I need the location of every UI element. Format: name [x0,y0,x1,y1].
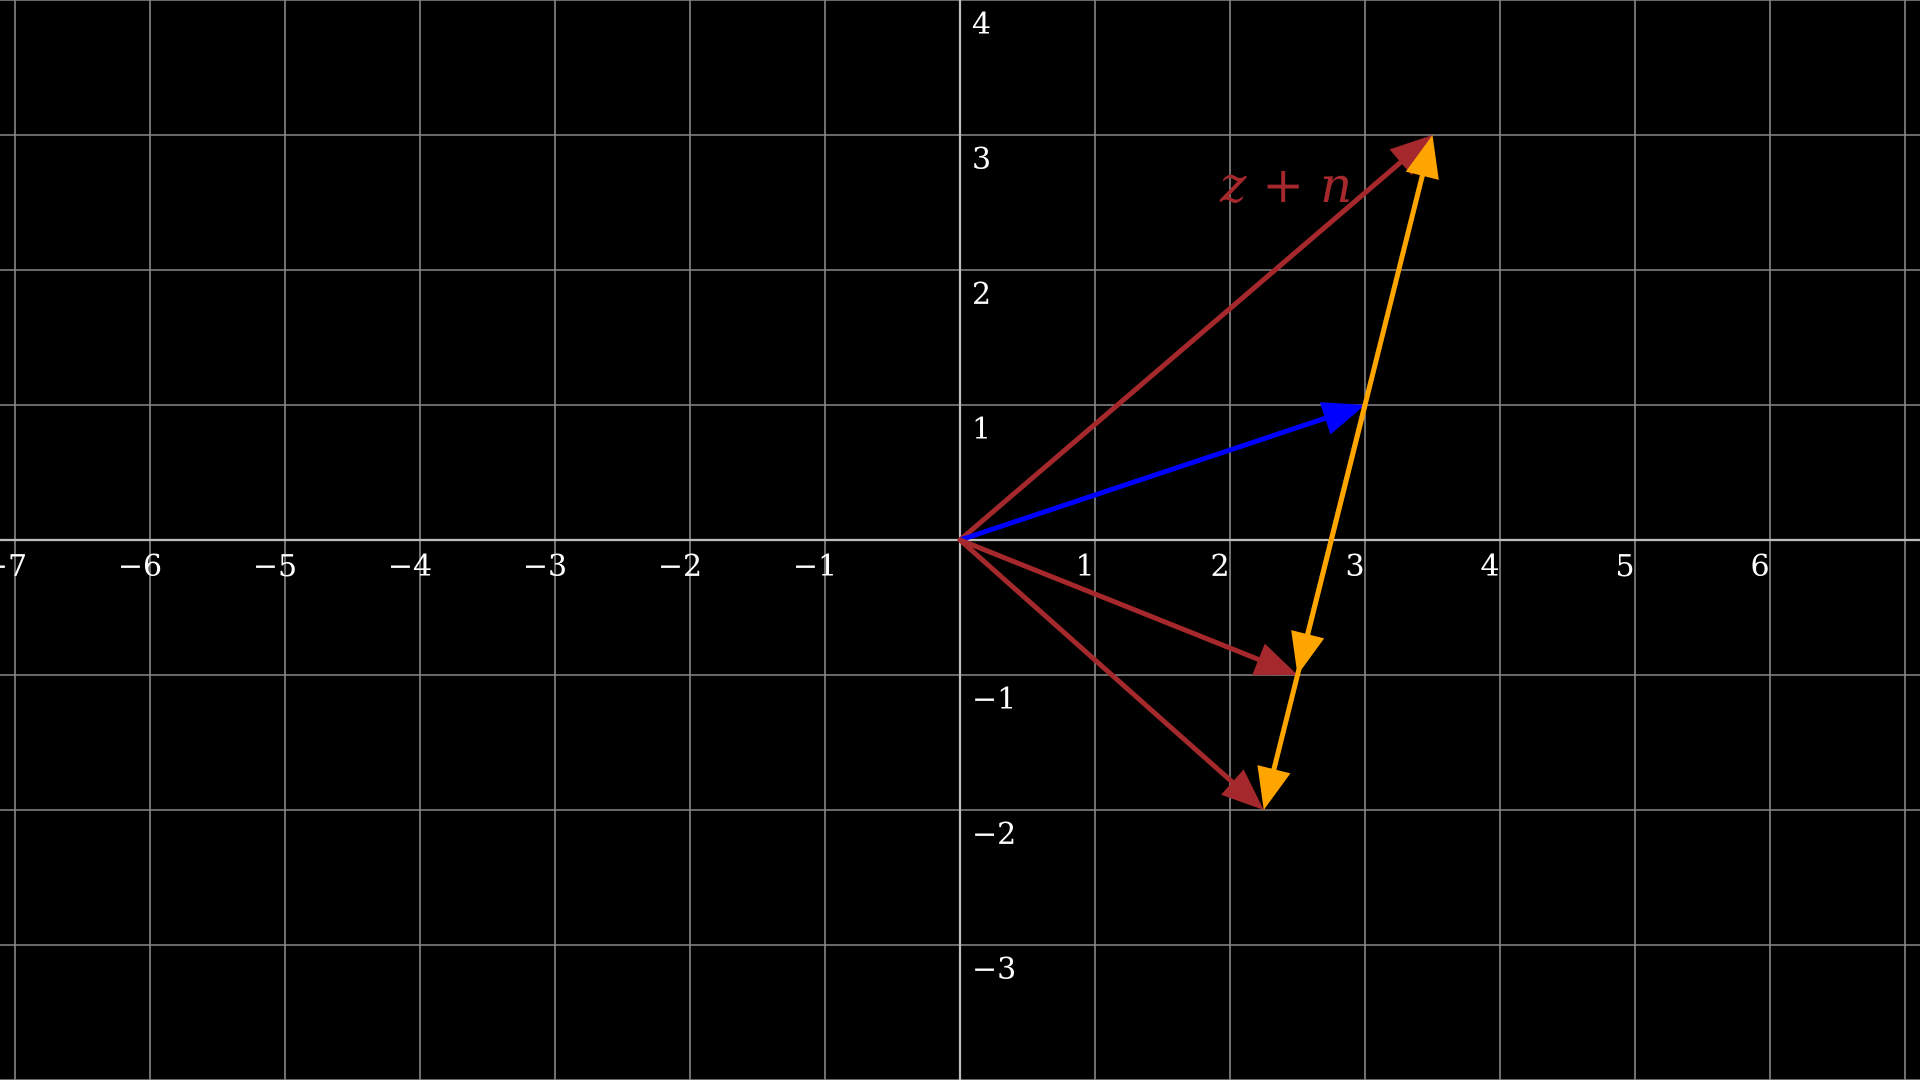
y-tick-label: −1 [972,682,1016,717]
y-tick-label: −3 [972,952,1016,987]
x-tick-label: 4 [1480,549,1499,584]
x-tick-label: −3 [523,549,567,584]
x-tick-label: 2 [1210,549,1229,584]
x-tick-label: 6 [1750,549,1769,584]
red-vector-lower-a-head [1252,643,1298,676]
z-vector-shaft [957,414,1332,543]
z-plus-n-vector-head [1389,135,1433,176]
x-tick-label: −1 [793,549,837,584]
red-vector-lower-b-shaft [957,537,1238,788]
red-vector-lower-a [957,537,1298,676]
tick-labels: −7 −6 −5 −4 −3 −2 −1 1 2 3 4 5 6 4 3 2 1 −1 −2 −3 [0,7,1770,987]
z-plus-n-vector [957,135,1433,543]
orange-vector-down-b [1257,402,1368,810]
y-tick-label: 2 [972,277,991,312]
y-tick-label: 3 [972,142,991,177]
y-tick-label: 4 [972,7,991,42]
x-tick-label: 1 [1075,549,1094,584]
n-vector-shaft [1362,169,1426,408]
z-vector-head [1319,402,1365,435]
x-tick-label: −7 [0,549,27,584]
x-tick-label: −5 [253,549,297,584]
vector-arrows [957,135,1439,810]
x-tick-label: −4 [388,549,432,584]
red-vector-lower-b [957,537,1264,810]
orange-vector-down-b-head [1257,765,1291,810]
y-tick-label: −2 [972,817,1016,852]
x-tick-label: −2 [658,549,702,584]
n-vector [1362,135,1439,408]
red-vector-lower-a-shaft [957,537,1265,664]
z-plus-n-label: z + n [1219,156,1352,214]
n-vector-head [1405,135,1439,180]
orange-vector-down-b-shaft [1270,402,1368,776]
x-tick-label: −6 [118,549,162,584]
x-tick-label: 3 [1345,549,1364,584]
z-vector [957,402,1365,543]
z-plus-n-vector-shaft [957,157,1407,543]
y-tick-label: 1 [972,412,991,447]
red-vector-lower-b-head [1221,769,1264,810]
x-tick-label: 5 [1615,549,1634,584]
